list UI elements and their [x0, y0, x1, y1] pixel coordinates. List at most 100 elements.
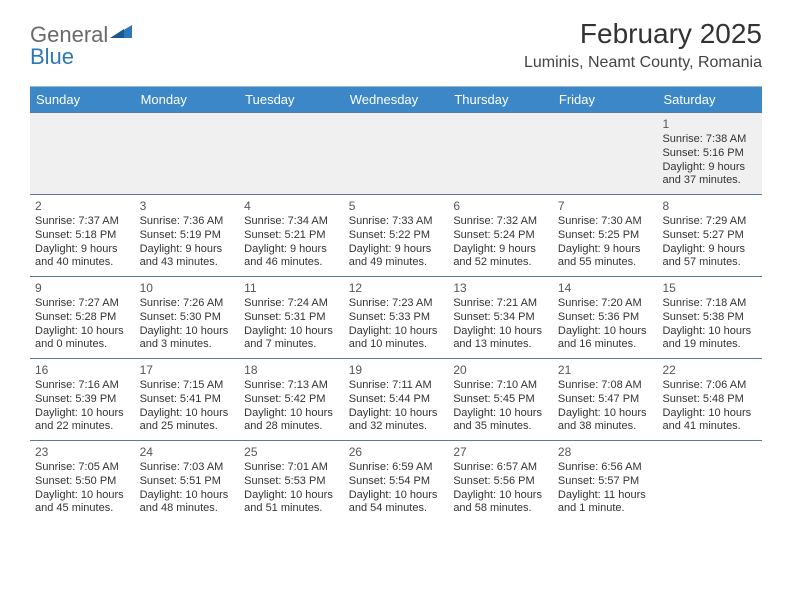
day-number: 24 — [140, 445, 235, 460]
day-header: Saturday — [657, 87, 762, 112]
sunrise-text: Sunrise: 7:27 AM — [35, 297, 130, 311]
day-number: 2 — [35, 199, 130, 214]
daylight-text: Daylight: 9 hours and 46 minutes. — [244, 243, 339, 271]
day-number: 18 — [244, 363, 339, 378]
sunrise-text: Sunrise: 6:56 AM — [558, 461, 653, 475]
sunrise-text: Sunrise: 7:21 AM — [453, 297, 548, 311]
sunrise-text: Sunrise: 7:06 AM — [662, 379, 757, 393]
day-number: 6 — [453, 199, 548, 214]
daylight-text: Daylight: 10 hours and 35 minutes. — [453, 407, 548, 435]
sunrise-text: Sunrise: 7:11 AM — [349, 379, 444, 393]
calendar-cell: 16Sunrise: 7:16 AMSunset: 5:39 PMDayligh… — [30, 359, 135, 440]
sunset-text: Sunset: 5:19 PM — [140, 229, 235, 243]
sunrise-text: Sunrise: 7:15 AM — [140, 379, 235, 393]
calendar-cell: 7Sunrise: 7:30 AMSunset: 5:25 PMDaylight… — [553, 195, 658, 276]
sunset-text: Sunset: 5:53 PM — [244, 475, 339, 489]
sunset-text: Sunset: 5:21 PM — [244, 229, 339, 243]
sunset-text: Sunset: 5:28 PM — [35, 311, 130, 325]
day-number: 20 — [453, 363, 548, 378]
day-number: 27 — [453, 445, 548, 460]
calendar-cell: 4Sunrise: 7:34 AMSunset: 5:21 PMDaylight… — [239, 195, 344, 276]
daylight-text: Daylight: 10 hours and 51 minutes. — [244, 489, 339, 517]
calendar-cell: 6Sunrise: 7:32 AMSunset: 5:24 PMDaylight… — [448, 195, 553, 276]
sunset-text: Sunset: 5:45 PM — [453, 393, 548, 407]
calendar-cell — [553, 113, 658, 194]
day-number: 21 — [558, 363, 653, 378]
location: Luminis, Neamt County, Romania — [524, 54, 762, 72]
day-number: 28 — [558, 445, 653, 460]
calendar-cell: 2Sunrise: 7:37 AMSunset: 5:18 PMDaylight… — [30, 195, 135, 276]
sunset-text: Sunset: 5:25 PM — [558, 229, 653, 243]
sunrise-text: Sunrise: 7:03 AM — [140, 461, 235, 475]
daylight-text: Daylight: 10 hours and 13 minutes. — [453, 325, 548, 353]
day-number: 16 — [35, 363, 130, 378]
calendar-cell: 18Sunrise: 7:13 AMSunset: 5:42 PMDayligh… — [239, 359, 344, 440]
sunset-text: Sunset: 5:34 PM — [453, 311, 548, 325]
sunset-text: Sunset: 5:30 PM — [140, 311, 235, 325]
calendar-cell: 26Sunrise: 6:59 AMSunset: 5:54 PMDayligh… — [344, 441, 449, 522]
day-number: 19 — [349, 363, 444, 378]
calendar-cell — [657, 441, 762, 522]
daylight-text: Daylight: 10 hours and 3 minutes. — [140, 325, 235, 353]
daylight-text: Daylight: 9 hours and 57 minutes. — [662, 243, 757, 271]
sunset-text: Sunset: 5:27 PM — [662, 229, 757, 243]
sunrise-text: Sunrise: 7:16 AM — [35, 379, 130, 393]
day-number: 11 — [244, 281, 339, 296]
day-header: Friday — [553, 87, 658, 112]
sunrise-text: Sunrise: 7:36 AM — [140, 215, 235, 229]
day-header: Thursday — [448, 87, 553, 112]
calendar-cell: 11Sunrise: 7:24 AMSunset: 5:31 PMDayligh… — [239, 277, 344, 358]
day-number: 4 — [244, 199, 339, 214]
sunset-text: Sunset: 5:56 PM — [453, 475, 548, 489]
sunset-text: Sunset: 5:36 PM — [558, 311, 653, 325]
daylight-text: Daylight: 10 hours and 54 minutes. — [349, 489, 444, 517]
calendar-cell — [239, 113, 344, 194]
day-number: 14 — [558, 281, 653, 296]
daylight-text: Daylight: 9 hours and 37 minutes. — [662, 161, 757, 189]
logo-text-blue: Blue — [30, 44, 74, 70]
daylight-text: Daylight: 9 hours and 40 minutes. — [35, 243, 130, 271]
day-number: 23 — [35, 445, 130, 460]
month-title: February 2025 — [524, 18, 762, 50]
calendar-cell: 17Sunrise: 7:15 AMSunset: 5:41 PMDayligh… — [135, 359, 240, 440]
daylight-text: Daylight: 10 hours and 58 minutes. — [453, 489, 548, 517]
sunset-text: Sunset: 5:24 PM — [453, 229, 548, 243]
calendar-cell: 1Sunrise: 7:38 AMSunset: 5:16 PMDaylight… — [657, 113, 762, 194]
daylight-text: Daylight: 11 hours and 1 minute. — [558, 489, 653, 517]
daylight-text: Daylight: 9 hours and 49 minutes. — [349, 243, 444, 271]
sunrise-text: Sunrise: 6:57 AM — [453, 461, 548, 475]
sunrise-text: Sunrise: 7:23 AM — [349, 297, 444, 311]
calendar-cell: 5Sunrise: 7:33 AMSunset: 5:22 PMDaylight… — [344, 195, 449, 276]
calendar-cell: 19Sunrise: 7:11 AMSunset: 5:44 PMDayligh… — [344, 359, 449, 440]
sunrise-text: Sunrise: 7:29 AM — [662, 215, 757, 229]
sunset-text: Sunset: 5:16 PM — [662, 147, 757, 161]
calendar-week: 23Sunrise: 7:05 AMSunset: 5:50 PMDayligh… — [30, 440, 762, 522]
daylight-text: Daylight: 9 hours and 43 minutes. — [140, 243, 235, 271]
daylight-text: Daylight: 10 hours and 10 minutes. — [349, 325, 444, 353]
sunrise-text: Sunrise: 7:08 AM — [558, 379, 653, 393]
sunrise-text: Sunrise: 6:59 AM — [349, 461, 444, 475]
daylight-text: Daylight: 10 hours and 0 minutes. — [35, 325, 130, 353]
sunset-text: Sunset: 5:33 PM — [349, 311, 444, 325]
day-number: 5 — [349, 199, 444, 214]
day-number: 12 — [349, 281, 444, 296]
calendar-week: 1Sunrise: 7:38 AMSunset: 5:16 PMDaylight… — [30, 112, 762, 194]
calendar-cell: 27Sunrise: 6:57 AMSunset: 5:56 PMDayligh… — [448, 441, 553, 522]
daylight-text: Daylight: 9 hours and 55 minutes. — [558, 243, 653, 271]
daylight-text: Daylight: 10 hours and 28 minutes. — [244, 407, 339, 435]
calendar-cell: 14Sunrise: 7:20 AMSunset: 5:36 PMDayligh… — [553, 277, 658, 358]
sunset-text: Sunset: 5:18 PM — [35, 229, 130, 243]
calendar-cell: 25Sunrise: 7:01 AMSunset: 5:53 PMDayligh… — [239, 441, 344, 522]
day-header: Wednesday — [344, 87, 449, 112]
day-number: 26 — [349, 445, 444, 460]
calendar-cell: 22Sunrise: 7:06 AMSunset: 5:48 PMDayligh… — [657, 359, 762, 440]
sunrise-text: Sunrise: 7:32 AM — [453, 215, 548, 229]
day-header-row: Sunday Monday Tuesday Wednesday Thursday… — [30, 87, 762, 112]
calendar-cell — [135, 113, 240, 194]
calendar-week: 9Sunrise: 7:27 AMSunset: 5:28 PMDaylight… — [30, 276, 762, 358]
day-number: 17 — [140, 363, 235, 378]
day-header: Sunday — [30, 87, 135, 112]
sunrise-text: Sunrise: 7:10 AM — [453, 379, 548, 393]
daylight-text: Daylight: 10 hours and 38 minutes. — [558, 407, 653, 435]
calendar-cell: 15Sunrise: 7:18 AMSunset: 5:38 PMDayligh… — [657, 277, 762, 358]
